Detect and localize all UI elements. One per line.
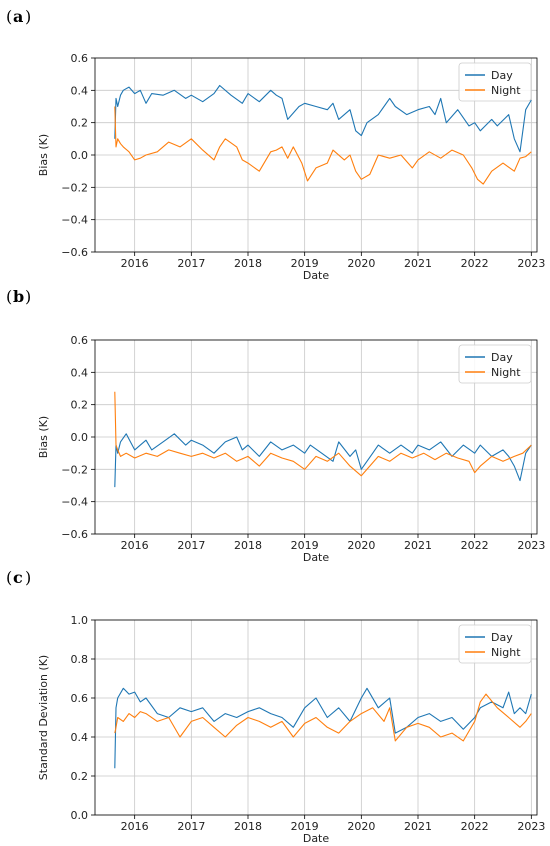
y-tick-label: 0.8	[71, 653, 89, 666]
x-tick-label: 2018	[234, 257, 262, 270]
y-tick-label: −0.2	[61, 463, 88, 476]
series-line-night	[114, 106, 532, 185]
panel-a-letter-close: )	[25, 7, 31, 26]
series-line-day	[114, 433, 532, 488]
x-tick-label: 2019	[291, 539, 319, 552]
x-tick-label: 2018	[234, 539, 262, 552]
series-line-day	[114, 84, 532, 153]
y-tick-label: −0.4	[61, 214, 88, 227]
y-tick-label: 0.6	[71, 52, 89, 65]
series-line-night	[114, 391, 532, 477]
x-tick-label: 2022	[461, 820, 489, 833]
x-tick-label: 2021	[404, 820, 432, 833]
series-line-day	[114, 687, 532, 769]
y-tick-label: −0.2	[61, 181, 88, 194]
x-tick-label: 2019	[291, 257, 319, 270]
x-axis-label: Date	[303, 832, 330, 845]
panel-c-letter-close: )	[25, 568, 31, 587]
x-axis-label: Date	[303, 551, 330, 564]
y-tick-label: 0.2	[71, 117, 89, 130]
panel-c: ( c ) 2016 2017 2018 2019 2020 2021 2022 2023 0.…	[6, 568, 545, 845]
legend-box	[458, 62, 532, 102]
x-tick-label: 2022	[461, 539, 489, 552]
x-tick-label: 2020	[347, 820, 375, 833]
x-tick-label: 2021	[404, 539, 432, 552]
y-tick-label: −0.4	[61, 496, 88, 509]
x-tick-label: 2020	[347, 539, 375, 552]
legend-box	[458, 624, 532, 664]
panel-c-letter-open: (	[6, 568, 12, 587]
y-tick-label: 0.6	[71, 692, 89, 705]
y-tick-label: −0.6	[61, 528, 88, 541]
legend-label-night: Night	[491, 366, 521, 379]
x-tick-label: 2023	[517, 257, 545, 270]
x-tick-label: 2016	[121, 539, 149, 552]
legend-label-day: Day	[491, 351, 513, 364]
x-tick-label: 2021	[404, 257, 432, 270]
x-axis-label: Date	[303, 269, 330, 282]
plot-frame	[94, 619, 538, 816]
panel-a-letter-open: (	[6, 7, 12, 26]
x-tick-label: 2019	[291, 820, 319, 833]
legend-label-night: Night	[491, 646, 521, 659]
y-tick-label: 1.0	[71, 614, 89, 627]
y-tick-label: 0.0	[71, 809, 89, 822]
panel-b-letter: b	[13, 287, 24, 306]
legend-label-day: Day	[491, 631, 513, 644]
x-tick-label: 2018	[234, 820, 262, 833]
y-tick-label: 0.2	[71, 399, 89, 412]
y-tick-label: 0.0	[71, 149, 89, 162]
panel-b-letter-open: (	[6, 287, 12, 306]
y-axis-label: Bias (K)	[37, 134, 50, 176]
panel-c-letter: c	[13, 568, 23, 587]
panel-b: ( b ) 2016 2017 2018 2019 2020 2021 2022 2023 −0…	[6, 287, 545, 564]
y-axis-label: Standard Deviation (K)	[37, 655, 50, 780]
y-tick-label: 0.6	[71, 334, 89, 347]
chart-b: 2016 2017 2018 2019 2020 2021 2022 2023 −0.6 −0.4…	[37, 334, 545, 564]
y-tick-label: 0.4	[71, 731, 89, 744]
x-tick-label: 2022	[461, 257, 489, 270]
x-tick-label: 2023	[517, 820, 545, 833]
y-tick-label: 0.4	[71, 366, 89, 379]
x-tick-label: 2017	[177, 539, 205, 552]
x-tick-label: 2020	[347, 257, 375, 270]
chart-c: 2016 2017 2018 2019 2020 2021 2022 2023 0.0 0.2 0.…	[37, 614, 545, 845]
x-tick-label: 2016	[121, 820, 149, 833]
panel-a: ( a ) 2016 2017 2018 2019 2020 2021 2022 2023 −0…	[6, 7, 545, 282]
legend-box	[458, 344, 532, 384]
legend-label-day: Day	[491, 69, 513, 82]
y-axis-label: Bias (K)	[37, 416, 50, 458]
y-tick-label: 0.0	[71, 431, 89, 444]
y-tick-label: −0.6	[61, 246, 88, 259]
y-tick-label: 0.4	[71, 84, 89, 97]
chart-a: 2016 2017 2018 2019 2020 2021 2022 2023 −0.6 −0.4…	[37, 52, 545, 282]
x-tick-label: 2017	[177, 820, 205, 833]
x-tick-label: 2023	[517, 539, 545, 552]
x-tick-label: 2017	[177, 257, 205, 270]
panel-b-letter-close: )	[25, 287, 31, 306]
legend-label-night: Night	[491, 84, 521, 97]
y-tick-label: 0.2	[71, 770, 89, 783]
x-tick-label: 2016	[121, 257, 149, 270]
series-line-night	[114, 693, 532, 742]
panel-a-letter: a	[13, 7, 23, 26]
